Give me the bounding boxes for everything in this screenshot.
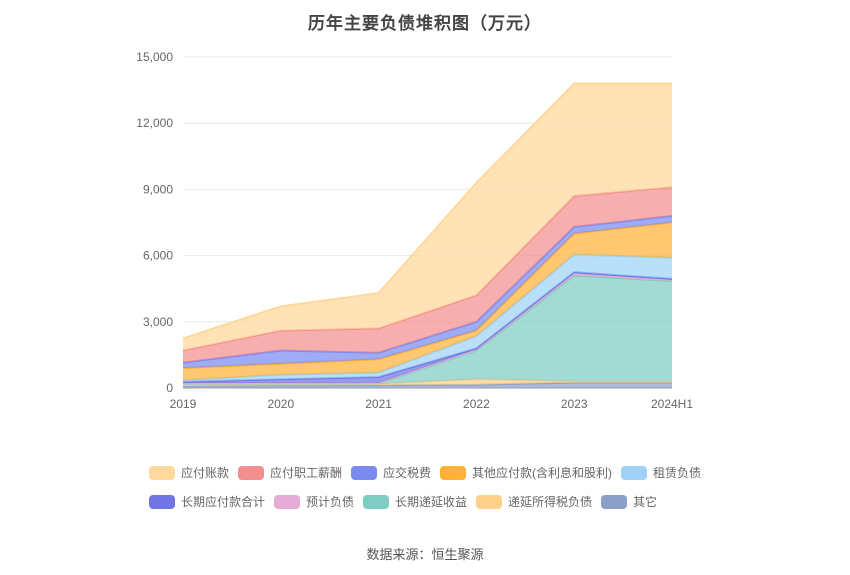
- legend-item-1[interactable]: 应付职工薪酬: [237, 464, 342, 481]
- legend-row-0: 应付账款 应付职工薪酬 应交税费 其他应付款(含利息和股利) 租赁负债: [148, 464, 701, 481]
- legend-item-6[interactable]: 预计负债: [273, 493, 354, 510]
- y-tick-label: 15,000: [136, 50, 173, 64]
- legend-label: 其他应付款(含利息和股利): [472, 466, 613, 480]
- series-area-4: [183, 254, 672, 382]
- legend-swatch-icon: [440, 465, 467, 480]
- legend-item-9[interactable]: 其它: [601, 493, 657, 510]
- y-tick-label: 3,000: [143, 315, 173, 329]
- legend-swatch-icon: [237, 465, 264, 480]
- series-area-1: [183, 187, 672, 363]
- legend-label: 应付职工薪酬: [269, 466, 342, 480]
- legend-rows: 应付账款 应付职工薪酬 应交税费 其他应付款(含利息和股利) 租赁负债长期应付款合计 预计…: [148, 464, 701, 510]
- legend-swatch-icon: [351, 465, 377, 480]
- y-tick-label: 6,000: [143, 249, 173, 263]
- legend-label: 租赁负债: [653, 466, 702, 480]
- x-tick-label: 2021: [365, 397, 392, 411]
- series-area-7: [183, 275, 672, 385]
- series-area-3: [183, 222, 672, 381]
- legend-label: 其它: [633, 495, 658, 509]
- legend-swatch-icon: [363, 494, 389, 509]
- legend-swatch-icon: [601, 494, 628, 509]
- legend-item-4[interactable]: 租赁负债: [621, 464, 701, 481]
- legend-row-1: 长期应付款合计 预计负债 长期递延收益 递延所得税负债 其它: [148, 493, 657, 510]
- legend-swatch-icon: [273, 494, 300, 509]
- y-tick-label: 0: [166, 381, 173, 395]
- x-tick-label: 2022: [463, 397, 490, 411]
- legend-swatch-icon: [148, 465, 175, 480]
- chart-title: 历年主要负债堆积图（万元）: [308, 14, 542, 33]
- legend-item-2[interactable]: 应交税费: [351, 464, 431, 481]
- legend-item-8[interactable]: 递延所得税负债: [476, 493, 592, 510]
- x-tick-label: 2020: [267, 397, 294, 411]
- y-tick-label: 12,000: [136, 116, 173, 130]
- legend-label: 递延所得税负债: [508, 495, 593, 509]
- legend-swatch-icon: [148, 494, 175, 509]
- legend: 应付账款 应付职工薪酬 应交税费 其他应付款(含利息和股利) 租赁负债长期应付款合计 预计…: [0, 464, 850, 510]
- legend-item-7[interactable]: 长期递延收益: [363, 493, 467, 510]
- series-area-2: [183, 215, 672, 369]
- series-area-0: [183, 83, 672, 351]
- series-line-0: [182, 82, 672, 340]
- legend-label: 应交税费: [383, 466, 432, 480]
- legend-swatch-icon: [476, 494, 503, 509]
- legend-label: 应付账款: [180, 466, 229, 480]
- x-tick-label: 2023: [561, 397, 588, 411]
- stacked-area-chart: 0 3,000 6,000 9,000 12,000 15,000 2019 2020 2021…: [136, 50, 693, 411]
- legend-item-3[interactable]: 其他应付款(含利息和股利): [440, 464, 612, 481]
- legend-item-5[interactable]: 长期应付款合计: [148, 493, 265, 510]
- legend-label: 长期应付款合计: [180, 495, 265, 509]
- legend-label: 长期递延收益: [395, 495, 468, 509]
- y-tick-label: 9,000: [143, 182, 173, 196]
- legend-item-0[interactable]: 应付账款: [148, 464, 229, 481]
- data-source: 数据来源：恒生聚源: [366, 547, 484, 562]
- x-tick-label: 2024H1: [651, 397, 693, 411]
- legend-swatch-icon: [621, 465, 648, 480]
- x-tick-label: 2019: [170, 397, 197, 411]
- legend-label: 预计负债: [305, 495, 354, 509]
